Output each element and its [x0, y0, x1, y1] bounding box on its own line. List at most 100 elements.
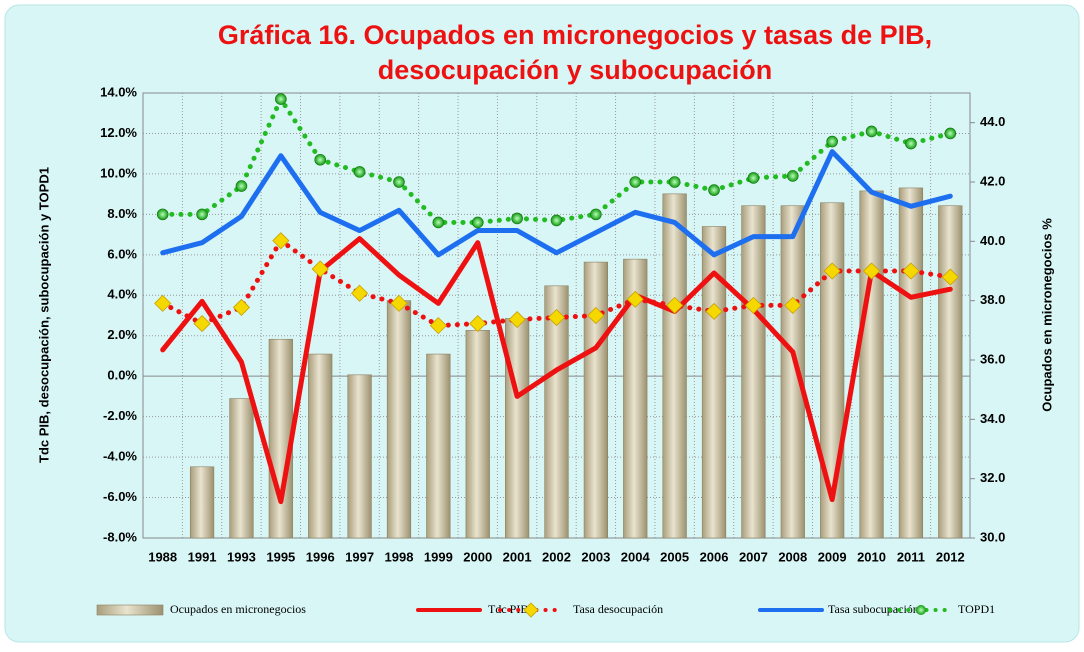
marker	[508, 310, 526, 329]
y-tick-label: 4.0%	[107, 287, 137, 302]
x-tick-label: 2004	[621, 549, 651, 564]
marker	[429, 317, 447, 335]
marker	[272, 232, 290, 250]
bar	[938, 205, 963, 539]
bar	[189, 466, 215, 539]
marker	[865, 125, 878, 138]
chart-title: desocupación y subocupación	[378, 55, 773, 85]
marker	[547, 308, 566, 327]
y-tick-label: 0.0%	[107, 368, 137, 383]
bar	[780, 205, 805, 539]
y-tick-label: -8.0%	[103, 529, 137, 544]
bar	[583, 261, 608, 539]
marker	[823, 262, 841, 280]
bar	[859, 190, 884, 539]
y-tick-label: -6.0%	[103, 489, 137, 504]
marker	[826, 135, 838, 148]
x-tick-label: 2010	[857, 549, 886, 564]
x-tick-label: 2011	[897, 549, 925, 564]
y2-tick-label: 36.0	[980, 351, 1005, 366]
marker	[393, 176, 405, 188]
marker	[590, 208, 602, 221]
x-tick-label: 2006	[700, 549, 729, 564]
x-tick-label: 1991	[188, 549, 217, 564]
x-tick-label: 2005	[660, 549, 689, 564]
bar	[505, 318, 530, 539]
marker	[747, 172, 760, 184]
marker	[196, 208, 208, 221]
y2-axis-label: Ocupados en micronegocios %	[1039, 218, 1054, 412]
y2-tick-label: 34.0	[980, 411, 1005, 426]
marker	[432, 216, 445, 229]
marker	[351, 284, 369, 302]
x-tick-label: 1998	[385, 549, 414, 564]
marker	[905, 137, 917, 150]
x-tick-label: 1995	[266, 549, 295, 564]
line	[160, 96, 953, 225]
marker	[550, 214, 563, 227]
y2-tick-label: 38.0	[980, 292, 1005, 307]
y2-tick-label: 30.0	[980, 529, 1005, 544]
y2-tick-label: 40.0	[980, 233, 1005, 248]
y2-tick-label: 44.0	[980, 114, 1005, 129]
bar	[308, 353, 333, 539]
marker	[232, 298, 251, 316]
y-tick-label: -2.0%	[103, 408, 137, 423]
bar	[701, 226, 727, 539]
marker	[587, 306, 605, 325]
marker	[944, 127, 957, 140]
marker	[666, 296, 684, 314]
bar	[662, 193, 687, 539]
marker	[390, 294, 408, 312]
marker	[708, 184, 720, 196]
bar	[544, 285, 569, 539]
marker	[784, 296, 802, 314]
marker	[511, 212, 523, 225]
bar	[229, 398, 254, 539]
bar	[347, 374, 372, 539]
marker	[902, 262, 920, 280]
legend-marker	[523, 602, 539, 618]
legend-label: TOPD1	[958, 602, 995, 616]
x-tick-label: 2009	[818, 549, 847, 564]
marker	[626, 290, 644, 308]
y-tick-label: -4.0%	[103, 449, 137, 464]
bar	[741, 205, 766, 539]
marker	[471, 216, 484, 229]
legend-swatch	[96, 604, 164, 616]
x-tick-label: 2008	[778, 549, 807, 564]
marker	[629, 176, 642, 188]
marker	[469, 315, 487, 333]
y2-tick-label: 32.0	[980, 470, 1005, 485]
y-tick-label: 10.0%	[100, 165, 137, 180]
line	[160, 149, 953, 258]
x-tick-label: 1997	[345, 549, 374, 564]
y-tick-label: 6.0%	[107, 246, 137, 261]
bar	[898, 187, 924, 539]
y-axis-label: Tdc PIB, desocupación, subocupación y TO…	[36, 167, 51, 463]
marker	[353, 166, 366, 178]
x-tick-label: 2000	[463, 549, 492, 564]
chart-title: Gráfica 16. Ocupados en micronegocios y …	[218, 20, 932, 50]
x-tick-label: 1988	[148, 549, 177, 564]
legend-label: Tasa subocupación	[828, 602, 919, 616]
marker	[235, 180, 248, 192]
bar	[426, 353, 451, 539]
y-tick-label: 12.0%	[100, 125, 137, 140]
bar	[386, 300, 412, 539]
marker	[941, 268, 959, 286]
legend-label: Tasa desocupación	[573, 602, 663, 616]
x-tick-label: 2003	[581, 549, 610, 564]
y-tick-label: 2.0%	[107, 327, 137, 342]
legend-marker	[916, 605, 926, 615]
x-tick-label: 2007	[739, 549, 768, 564]
marker	[311, 260, 329, 278]
legend-label: Ocupados en micronegocios	[170, 602, 306, 616]
marker	[744, 296, 762, 314]
x-tick-label: 1996	[306, 549, 335, 564]
y-tick-label: 8.0%	[107, 206, 137, 221]
marker	[193, 315, 211, 333]
line	[160, 236, 953, 505]
marker	[314, 153, 327, 166]
